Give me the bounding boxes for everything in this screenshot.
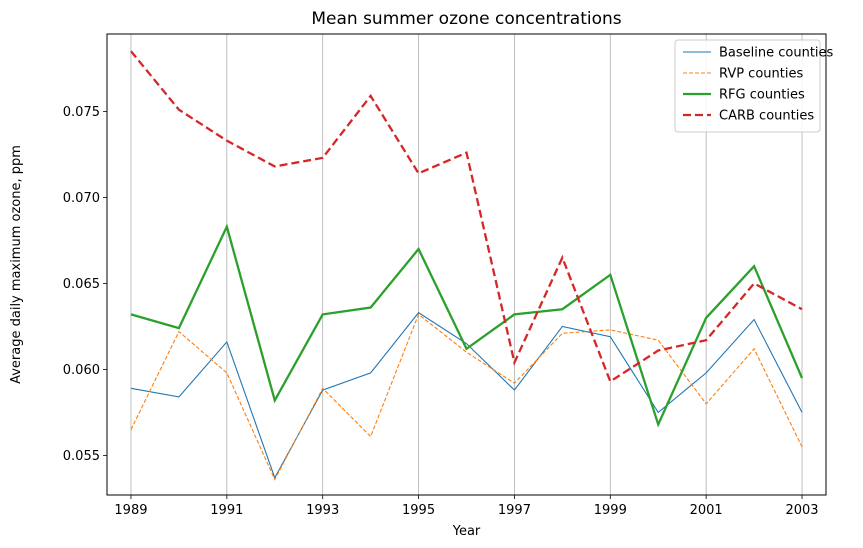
- x-tick-label: 2001: [690, 503, 723, 518]
- x-axis-title: Year: [452, 524, 481, 539]
- x-tick-label: 2003: [785, 503, 818, 518]
- y-tick-label: 0.065: [63, 277, 100, 292]
- x-tick-label: 1999: [594, 503, 627, 518]
- legend-label: CARB counties: [719, 109, 814, 124]
- y-tick-label: 0.075: [63, 105, 100, 120]
- y-tick-label: 0.055: [63, 449, 100, 464]
- legend-box: [674, 39, 821, 133]
- plot-frame: [106, 33, 827, 496]
- y-axis-title: Average daily maximum ozone, ppm: [9, 145, 24, 384]
- x-tick-label: 1997: [498, 503, 531, 518]
- chart-title: Mean summer ozone concentrations: [311, 9, 621, 29]
- y-tick-label: 0.060: [63, 363, 100, 378]
- y-tick-label: 0.070: [63, 191, 100, 206]
- legend-label: RFG counties: [719, 88, 805, 103]
- series-layer: [130, 50, 804, 481]
- x-tick-label: 1991: [210, 503, 243, 518]
- legend: Baseline counties RVP counties RFG countie…: [674, 39, 834, 133]
- tick-layer: 1989 1991 1993 1995 1997 1999 2001 2003 0.055 0.0…: [63, 105, 819, 518]
- series-line-rfg-counties: [130, 223, 804, 428]
- series-line-rvp-counties: [130, 313, 803, 481]
- x-tick-label: 1989: [114, 503, 147, 518]
- x-tick-label: 1995: [402, 503, 435, 518]
- series-line-carb-counties: [130, 50, 803, 384]
- legend-label: RVP counties: [719, 67, 803, 82]
- x-tick-label: 1993: [306, 503, 339, 518]
- series-line-baseline-counties: [130, 311, 803, 480]
- legend-label: Baseline counties: [719, 46, 834, 61]
